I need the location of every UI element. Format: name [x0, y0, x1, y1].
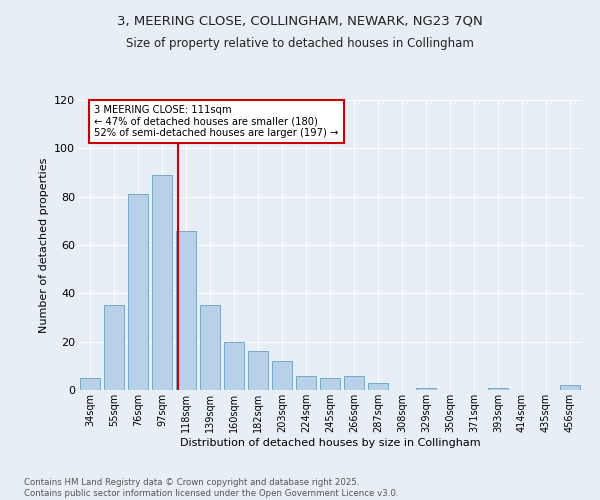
Bar [344, 376, 364, 390]
Bar [560, 385, 580, 390]
Bar [200, 306, 220, 390]
Bar [104, 306, 124, 390]
Bar [128, 194, 148, 390]
X-axis label: Distribution of detached houses by size in Collingham: Distribution of detached houses by size … [179, 438, 481, 448]
Bar [176, 230, 196, 390]
Bar [488, 388, 508, 390]
Text: 3, MEERING CLOSE, COLLINGHAM, NEWARK, NG23 7QN: 3, MEERING CLOSE, COLLINGHAM, NEWARK, NG… [117, 15, 483, 28]
Bar [320, 378, 340, 390]
Text: Contains HM Land Registry data © Crown copyright and database right 2025.
Contai: Contains HM Land Registry data © Crown c… [24, 478, 398, 498]
Text: Size of property relative to detached houses in Collingham: Size of property relative to detached ho… [126, 38, 474, 51]
Bar [416, 388, 436, 390]
Bar [152, 175, 172, 390]
Bar [272, 361, 292, 390]
Bar [224, 342, 244, 390]
Y-axis label: Number of detached properties: Number of detached properties [38, 158, 49, 332]
Bar [80, 378, 100, 390]
Bar [248, 352, 268, 390]
Text: 3 MEERING CLOSE: 111sqm
← 47% of detached houses are smaller (180)
52% of semi-d: 3 MEERING CLOSE: 111sqm ← 47% of detache… [94, 105, 338, 138]
Bar [368, 383, 388, 390]
Bar [296, 376, 316, 390]
